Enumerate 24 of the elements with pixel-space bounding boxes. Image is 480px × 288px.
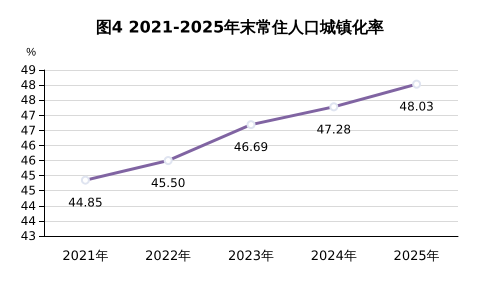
y-tick-label: 45 [20, 184, 36, 198]
y-tick-label: 46 [20, 154, 36, 168]
data-label: 44.85 [68, 196, 103, 210]
x-tick-label: 2023年 [228, 249, 274, 264]
x-tick-label: 2022年 [145, 249, 192, 264]
y-tick-label: 49 [20, 63, 36, 77]
y-tick-label: 47 [20, 123, 36, 138]
y-tick-label: 46 [20, 138, 36, 152]
y-tick-label: 43 [20, 229, 36, 243]
y-tick-label: 48 [20, 93, 36, 108]
y-tick-label: 44 [20, 198, 36, 213]
x-tick-label: 2021年 [62, 249, 108, 264]
x-tick-label: 2025年 [394, 249, 440, 264]
y-tick-label: 47 [20, 108, 36, 122]
data-label: 48.03 [399, 100, 434, 114]
data-label: 45.50 [151, 176, 186, 190]
x-tick-label: 2024年 [310, 249, 357, 264]
data-label: 46.69 [234, 140, 268, 154]
chart-title: 图4 2021-2025年末常住人口城镇化率 [96, 18, 384, 36]
y-tick-label: 48 [20, 78, 36, 92]
y-tick-label: 45 [20, 168, 36, 183]
y-tick-label: 44 [20, 214, 36, 228]
y-axis-title: % [26, 46, 36, 58]
data-label: 47.28 [316, 122, 351, 136]
